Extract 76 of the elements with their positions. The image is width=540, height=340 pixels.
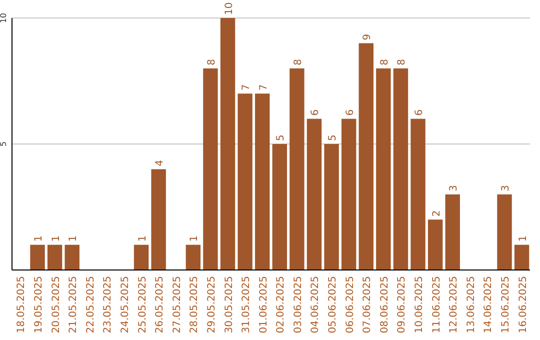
x-tick-label: 14.06.2025 xyxy=(483,276,494,334)
x-tick-label: 29.05.2025 xyxy=(206,276,218,334)
data-label: 1 xyxy=(189,235,200,242)
x-tick-label: 30.05.2025 xyxy=(224,276,235,334)
bar xyxy=(220,18,236,270)
x-tick-label: 08.06.2025 xyxy=(379,276,390,334)
x-tick-label: 21.05.2025 xyxy=(68,276,80,334)
bar xyxy=(497,194,512,270)
x-tick-label: 23.05.2025 xyxy=(102,276,114,334)
data-label: 4 xyxy=(154,160,166,166)
bar xyxy=(64,244,80,270)
bar xyxy=(358,43,374,270)
data-label: 8 xyxy=(379,59,390,66)
data-label: 1 xyxy=(137,235,148,242)
x-tick-label: 31.05.2025 xyxy=(241,276,252,334)
bar xyxy=(290,68,304,270)
data-label: 2 xyxy=(431,210,442,217)
x-tick-label: 24.05.2025 xyxy=(120,276,131,334)
bar xyxy=(134,244,149,270)
x-tick-label: 27.05.2025 xyxy=(172,276,183,334)
x-tick-label: 20.05.2025 xyxy=(50,276,62,334)
bar xyxy=(324,144,339,270)
data-label: 1 xyxy=(68,235,80,242)
x-tick-label: 28.05.2025 xyxy=(189,276,200,334)
data-label: 1 xyxy=(34,235,45,242)
x-tick-label: 22.05.2025 xyxy=(85,276,96,334)
x-tick-label: 01.06.2025 xyxy=(258,276,270,334)
bar xyxy=(428,220,443,270)
data-label: 1 xyxy=(50,235,62,242)
x-tick-label: 25.05.2025 xyxy=(137,276,148,334)
x-tick-label: 16.06.2025 xyxy=(518,276,529,334)
bar xyxy=(30,244,45,270)
data-label: 6 xyxy=(414,109,426,116)
bar xyxy=(445,194,460,270)
x-tick-label: 26.05.2025 xyxy=(154,276,166,334)
x-tick-label: 03.06.2025 xyxy=(292,276,304,334)
x-tick-label: 11.06.2025 xyxy=(431,276,442,334)
x-tick-label: 13.06.2025 xyxy=(466,276,477,334)
data-label: 8 xyxy=(396,59,408,66)
bar xyxy=(376,68,391,270)
data-label: 5 xyxy=(276,134,287,141)
x-tick-label: 18.05.2025 xyxy=(16,276,28,334)
x-tick-label: 05.06.2025 xyxy=(328,276,339,334)
data-label: 7 xyxy=(241,84,252,91)
data-label: 8 xyxy=(206,59,218,66)
x-tick-label: 04.06.2025 xyxy=(310,276,322,334)
bar xyxy=(514,244,530,270)
x-tick-label: 12.06.2025 xyxy=(448,276,460,334)
bar xyxy=(255,94,270,270)
bar xyxy=(186,244,201,270)
data-label: 7 xyxy=(258,84,270,91)
data-label: 3 xyxy=(448,185,460,192)
x-tick-label: 02.06.2025 xyxy=(276,276,287,334)
x-tick-label: 07.06.2025 xyxy=(362,276,374,334)
data-label: 1 xyxy=(518,235,529,242)
x-tick-label: 06.06.2025 xyxy=(344,276,356,334)
data-label: 6 xyxy=(344,109,356,116)
bar xyxy=(306,118,322,270)
bar xyxy=(393,68,408,270)
data-label: 9 xyxy=(362,34,374,40)
bar xyxy=(238,94,252,270)
data-label: 10 xyxy=(224,2,235,15)
bar xyxy=(341,118,356,270)
data-label: 6 xyxy=(310,109,322,116)
bar xyxy=(272,144,287,270)
x-tick-label: 10.06.2025 xyxy=(414,276,426,334)
x-tick-label: 19.05.2025 xyxy=(34,276,45,334)
x-tick-label: 09.06.2025 xyxy=(396,276,408,334)
bar xyxy=(203,68,218,270)
x-tick-label: 15.06.2025 xyxy=(500,276,512,334)
data-label: 8 xyxy=(292,59,304,66)
bar xyxy=(410,118,426,270)
bar xyxy=(151,169,166,270)
data-label: 3 xyxy=(500,185,512,192)
bar xyxy=(47,244,62,270)
data-label: 5 xyxy=(328,134,339,141)
